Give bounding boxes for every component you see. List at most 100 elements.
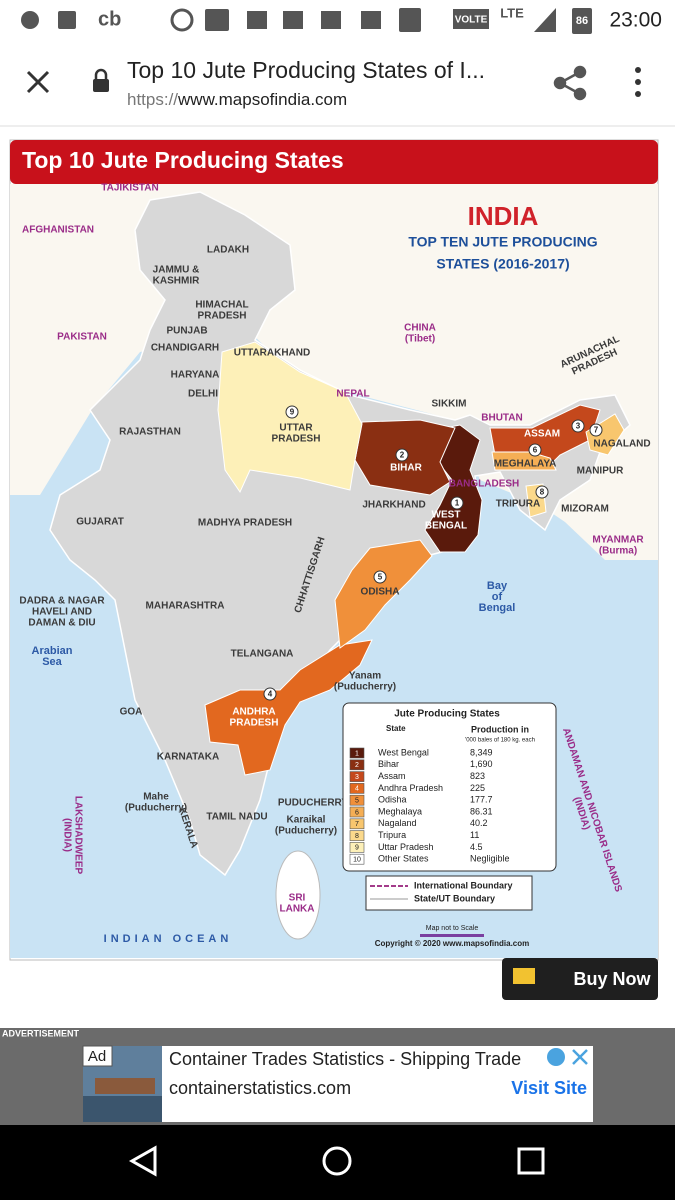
rank-marker [571, 419, 585, 433]
legend-rank: 9 [355, 845, 359, 852]
map-label: SIKKIM [432, 399, 467, 410]
state-region [585, 413, 625, 456]
legend-rank: 8 [355, 833, 359, 840]
map-label: JAMMU & [153, 265, 200, 276]
map-label: ASSAM [524, 429, 560, 440]
map-label: (Puducherry) [334, 682, 396, 693]
rank-marker-label: 5 [378, 573, 383, 582]
legend-rank: 6 [355, 809, 359, 816]
menu-button[interactable] [635, 67, 641, 97]
map-label: MANIPUR [577, 466, 624, 477]
map-label: WEST [432, 510, 461, 521]
legend-value: 823 [470, 771, 485, 781]
rank-marker-label: 3 [576, 422, 581, 431]
map-label: PAKISTAN [57, 332, 107, 343]
ad-box [83, 1046, 593, 1122]
legend-value: 4.5 [470, 842, 483, 852]
status-icon-text: cb [98, 8, 121, 30]
cart-icon [513, 968, 535, 984]
map-label: PRADESH [230, 718, 279, 729]
map-title: INDIA [468, 201, 539, 231]
legend-swatch [349, 771, 365, 782]
legend-state: Andhra Pradesh [378, 783, 443, 793]
state-region [491, 451, 557, 471]
map-label: HAVELI AND [32, 607, 92, 618]
buy-now-button[interactable]: Buy Now [502, 958, 658, 1000]
volte-badge [453, 9, 489, 29]
map-subtitle: TOP TEN JUTE PRODUCING [408, 234, 597, 250]
share-button[interactable] [553, 65, 587, 101]
scale-note: Map not to Scale [426, 925, 479, 932]
volte: VOLTE [455, 15, 488, 26]
map-label: MEGHALAYA [494, 459, 557, 470]
map-label: HARYANA [171, 370, 220, 381]
map-label: LADAKH [207, 245, 249, 256]
legend-rank: 2 [355, 762, 359, 769]
buy-now-bg [502, 958, 658, 1000]
map-label: JHARKHAND [362, 500, 425, 511]
buy-now-text: Buy Now [573, 969, 651, 989]
copyright: Copyright © 2020 www.mapsofindia.com [375, 939, 530, 948]
map-label: Arabian [32, 645, 73, 657]
legend-swatch [349, 806, 365, 818]
nav-recents[interactable] [517, 1147, 545, 1175]
legend-value: 8,349 [470, 747, 493, 757]
map-label: HIMACHAL [195, 300, 248, 311]
map-label: GOA [120, 707, 143, 718]
map-label: INDIAN OCEAN [104, 933, 233, 945]
map-label: DAMAN & DIU [28, 618, 95, 629]
rank-marker-label: 9 [290, 408, 295, 417]
map-label: MYANMAR [592, 535, 644, 546]
map-label: CHINA [404, 323, 436, 334]
legend-box [342, 702, 557, 872]
map-label: PUDUCHERRY [278, 798, 349, 809]
map-label: TAJIKISTAN [101, 183, 158, 194]
map-label: GUJARAT [76, 517, 124, 528]
ad-cta[interactable]: Visit Site [511, 1078, 587, 1098]
status-icons [21, 8, 592, 34]
legend-state: Nagaland [378, 818, 417, 828]
legend-rank: 3 [355, 774, 359, 781]
legend-state: Other States [378, 854, 429, 864]
map-label: MIZORAM [561, 504, 609, 515]
rank-marker [373, 570, 387, 584]
map-label: Mahe [143, 792, 169, 803]
legend-state: West Bengal [378, 747, 429, 757]
legend-unit: '000 bales of 180 kg. each [465, 738, 535, 744]
scale-bar [420, 934, 484, 937]
map-header [10, 140, 658, 184]
rank-marker-label: 6 [533, 446, 538, 455]
rank-marker-label: 2 [400, 451, 405, 460]
ad-info[interactable] [547, 1048, 565, 1066]
sri-lanka [275, 850, 321, 940]
rank-marker-label: 7 [594, 426, 599, 435]
legend-rank: 1 [355, 750, 359, 757]
boundary-box [365, 875, 533, 911]
map-label: BIHAR [390, 463, 422, 474]
map-label: KASHMIR [153, 276, 200, 287]
ad-badge: Ad [88, 1048, 106, 1065]
map-label: TRIPURA [496, 499, 540, 510]
map-label: PUNJAB [166, 326, 207, 337]
map-label: UTTARAKHAND [234, 348, 310, 359]
map-label: TELANGANA [231, 649, 294, 660]
close-button[interactable] [26, 70, 50, 94]
map-label: SRI [289, 893, 306, 904]
legend-rank: 10 [353, 857, 361, 864]
map-label: DELHI [188, 389, 218, 400]
legend-title: Jute Producing States [394, 709, 500, 720]
url-host: www.mapsofindia.com [177, 90, 347, 109]
nav-back[interactable] [128, 1145, 157, 1177]
nav-home[interactable] [322, 1146, 352, 1176]
ad-close[interactable] [572, 1049, 588, 1065]
legend-state: Tripura [378, 830, 406, 840]
ad-domain: containerstatistics.com [169, 1078, 351, 1098]
legend-state: Uttar Pradesh [378, 842, 434, 852]
rank-marker-label: 4 [268, 690, 273, 699]
rank-marker [528, 443, 542, 457]
legend-rank: 7 [355, 821, 359, 828]
ad[interactable]: Ad Container Trades Statistics - Shippin… [82, 1045, 593, 1122]
map-label: MAHARASHTRA [146, 601, 225, 612]
map-label: AFGHANISTAN [22, 225, 94, 236]
